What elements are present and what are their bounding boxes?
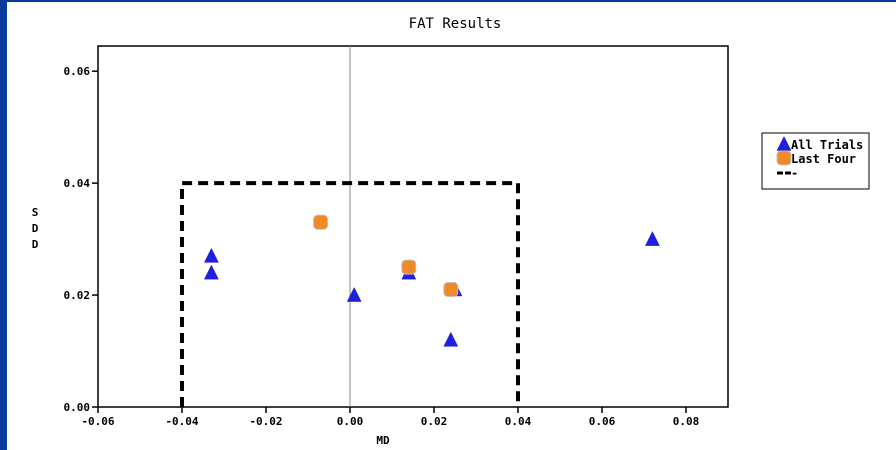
all-trials-point: [346, 287, 362, 302]
last-four-point: [401, 259, 417, 275]
scatter-chart: FAT Results -0.06 -0.04 -0.02 0.00 0.02 0.04 0…: [32, 16, 870, 447]
y-tick-label: 0.04: [64, 177, 91, 190]
y-tick-label: 0.06: [64, 65, 91, 78]
y-tick-label: 0.02: [64, 289, 91, 302]
chart-title: FAT Results: [409, 16, 502, 32]
x-axis-label: MD: [376, 434, 390, 447]
x-tick-label: -0.06: [81, 415, 114, 428]
x-tick-label: 0.02: [421, 415, 448, 428]
legend-box: [761, 132, 870, 190]
all-trials-point: [203, 247, 219, 263]
x-tick-label: 0.06: [589, 415, 616, 428]
legend-marker-last-four: [776, 150, 792, 166]
x-tick-label: -0.04: [165, 415, 198, 428]
x-tick-label: 0.04: [505, 415, 532, 428]
plot-area: [97, 45, 729, 408]
last-four-point: [313, 214, 329, 230]
all-trials-point: [644, 231, 660, 246]
y-tick-label: 0.00: [64, 401, 91, 414]
all-trials-point: [203, 264, 219, 280]
last-four-point: [443, 281, 459, 297]
x-tick-label: 0.08: [673, 415, 700, 428]
legend-label: Last Four: [791, 152, 856, 166]
legend-label: All Trials: [791, 138, 863, 152]
all-trials-point: [443, 331, 459, 347]
limit-box: [180, 181, 520, 407]
x-tick-label: -0.02: [249, 415, 282, 428]
x-tick-label: 0.00: [337, 415, 364, 428]
legend-label: -: [791, 166, 798, 180]
